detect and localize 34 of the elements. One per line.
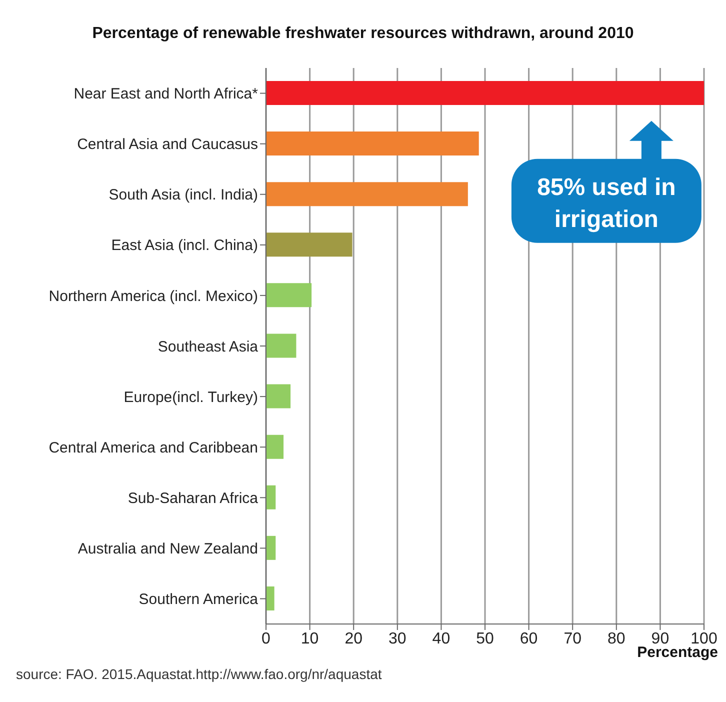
y-tick-label: Near East and North Africa* bbox=[74, 86, 258, 103]
y-tick-label: Sub-Saharan Africa bbox=[128, 490, 259, 507]
x-tick-label: 10 bbox=[300, 630, 319, 648]
bar bbox=[266, 132, 479, 156]
bar bbox=[266, 283, 312, 308]
y-tick-label: Central Asia and Caucasus bbox=[77, 136, 258, 154]
y-tick-label: East Asia (incl. China) bbox=[111, 237, 258, 254]
bar bbox=[266, 485, 276, 510]
bar bbox=[266, 182, 468, 206]
chart-title: Percentage of renewable freshwater resources withdrawn, around 2010 bbox=[92, 25, 634, 42]
bar bbox=[266, 232, 352, 257]
bar bbox=[266, 434, 284, 459]
bar bbox=[266, 586, 274, 610]
x-tick-label: 40 bbox=[432, 630, 450, 648]
source-note: source: FAO. 2015.Aquastat.http://www.fao.org/nr/aquastat bbox=[16, 666, 382, 682]
x-tick-label: 0 bbox=[262, 630, 271, 648]
bar bbox=[266, 384, 291, 408]
y-tick-label: Europe(incl. Turkey) bbox=[124, 388, 258, 406]
y-tick-label: Southeast Asia bbox=[158, 338, 259, 356]
bar bbox=[266, 334, 296, 358]
y-tick-label: Central America and Caribbean bbox=[48, 439, 258, 456]
x-tick-label: 60 bbox=[520, 630, 538, 648]
x-tick-label: 80 bbox=[608, 630, 626, 648]
annotation: 85% used in irrigation bbox=[537, 174, 676, 233]
x-tick-label: 50 bbox=[476, 630, 494, 648]
bar bbox=[266, 81, 704, 105]
y-tick-label: Northern America (incl. Mexico) bbox=[48, 288, 258, 305]
x-tick-label: 70 bbox=[564, 630, 582, 648]
x-tick-label: 20 bbox=[344, 630, 363, 648]
y-tick-label: South Asia (incl. India) bbox=[108, 186, 258, 204]
y-tick-label: Australia and New Zealand bbox=[78, 540, 258, 558]
x-tick-label: 30 bbox=[388, 630, 406, 648]
y-tick-label: Southern America bbox=[138, 591, 259, 608]
bar bbox=[266, 536, 276, 560]
